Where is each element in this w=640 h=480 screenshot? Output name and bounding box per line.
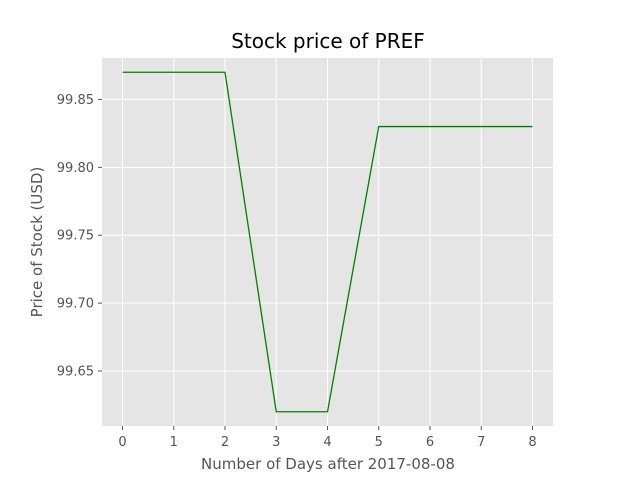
x-tick-label: 1 [170,435,178,450]
y-tick-label: 99.75 [57,229,94,244]
x-axis-label: Number of Days after 2017-08-08 [201,455,455,473]
x-tick-label: 7 [477,435,485,450]
x-tick-label: 8 [528,435,536,450]
y-tick-label: 99.85 [57,93,94,108]
y-tick-label: 99.80 [57,161,94,176]
axis-ticks: 0 1 2 3 4 5 6 7 8 99.65 99.70 99.75 99.80 99.85 [57,93,537,450]
series-line [122,71,533,413]
y-tick-label: 99.70 [57,297,94,312]
x-tick-label: 4 [323,435,331,450]
y-tick-label: 99.65 [57,365,94,380]
grid-lines [102,58,553,426]
x-tick-label: 6 [426,435,434,450]
y-axis-label: Price of Stock (USD) [28,167,46,318]
x-tick-label: 0 [118,435,126,450]
x-tick-label: 2 [221,435,229,450]
chart-title: Stock price of PREF [231,29,425,53]
x-tick-label: 5 [375,435,383,450]
x-tick-label: 3 [272,435,280,450]
series-layer [122,71,533,413]
